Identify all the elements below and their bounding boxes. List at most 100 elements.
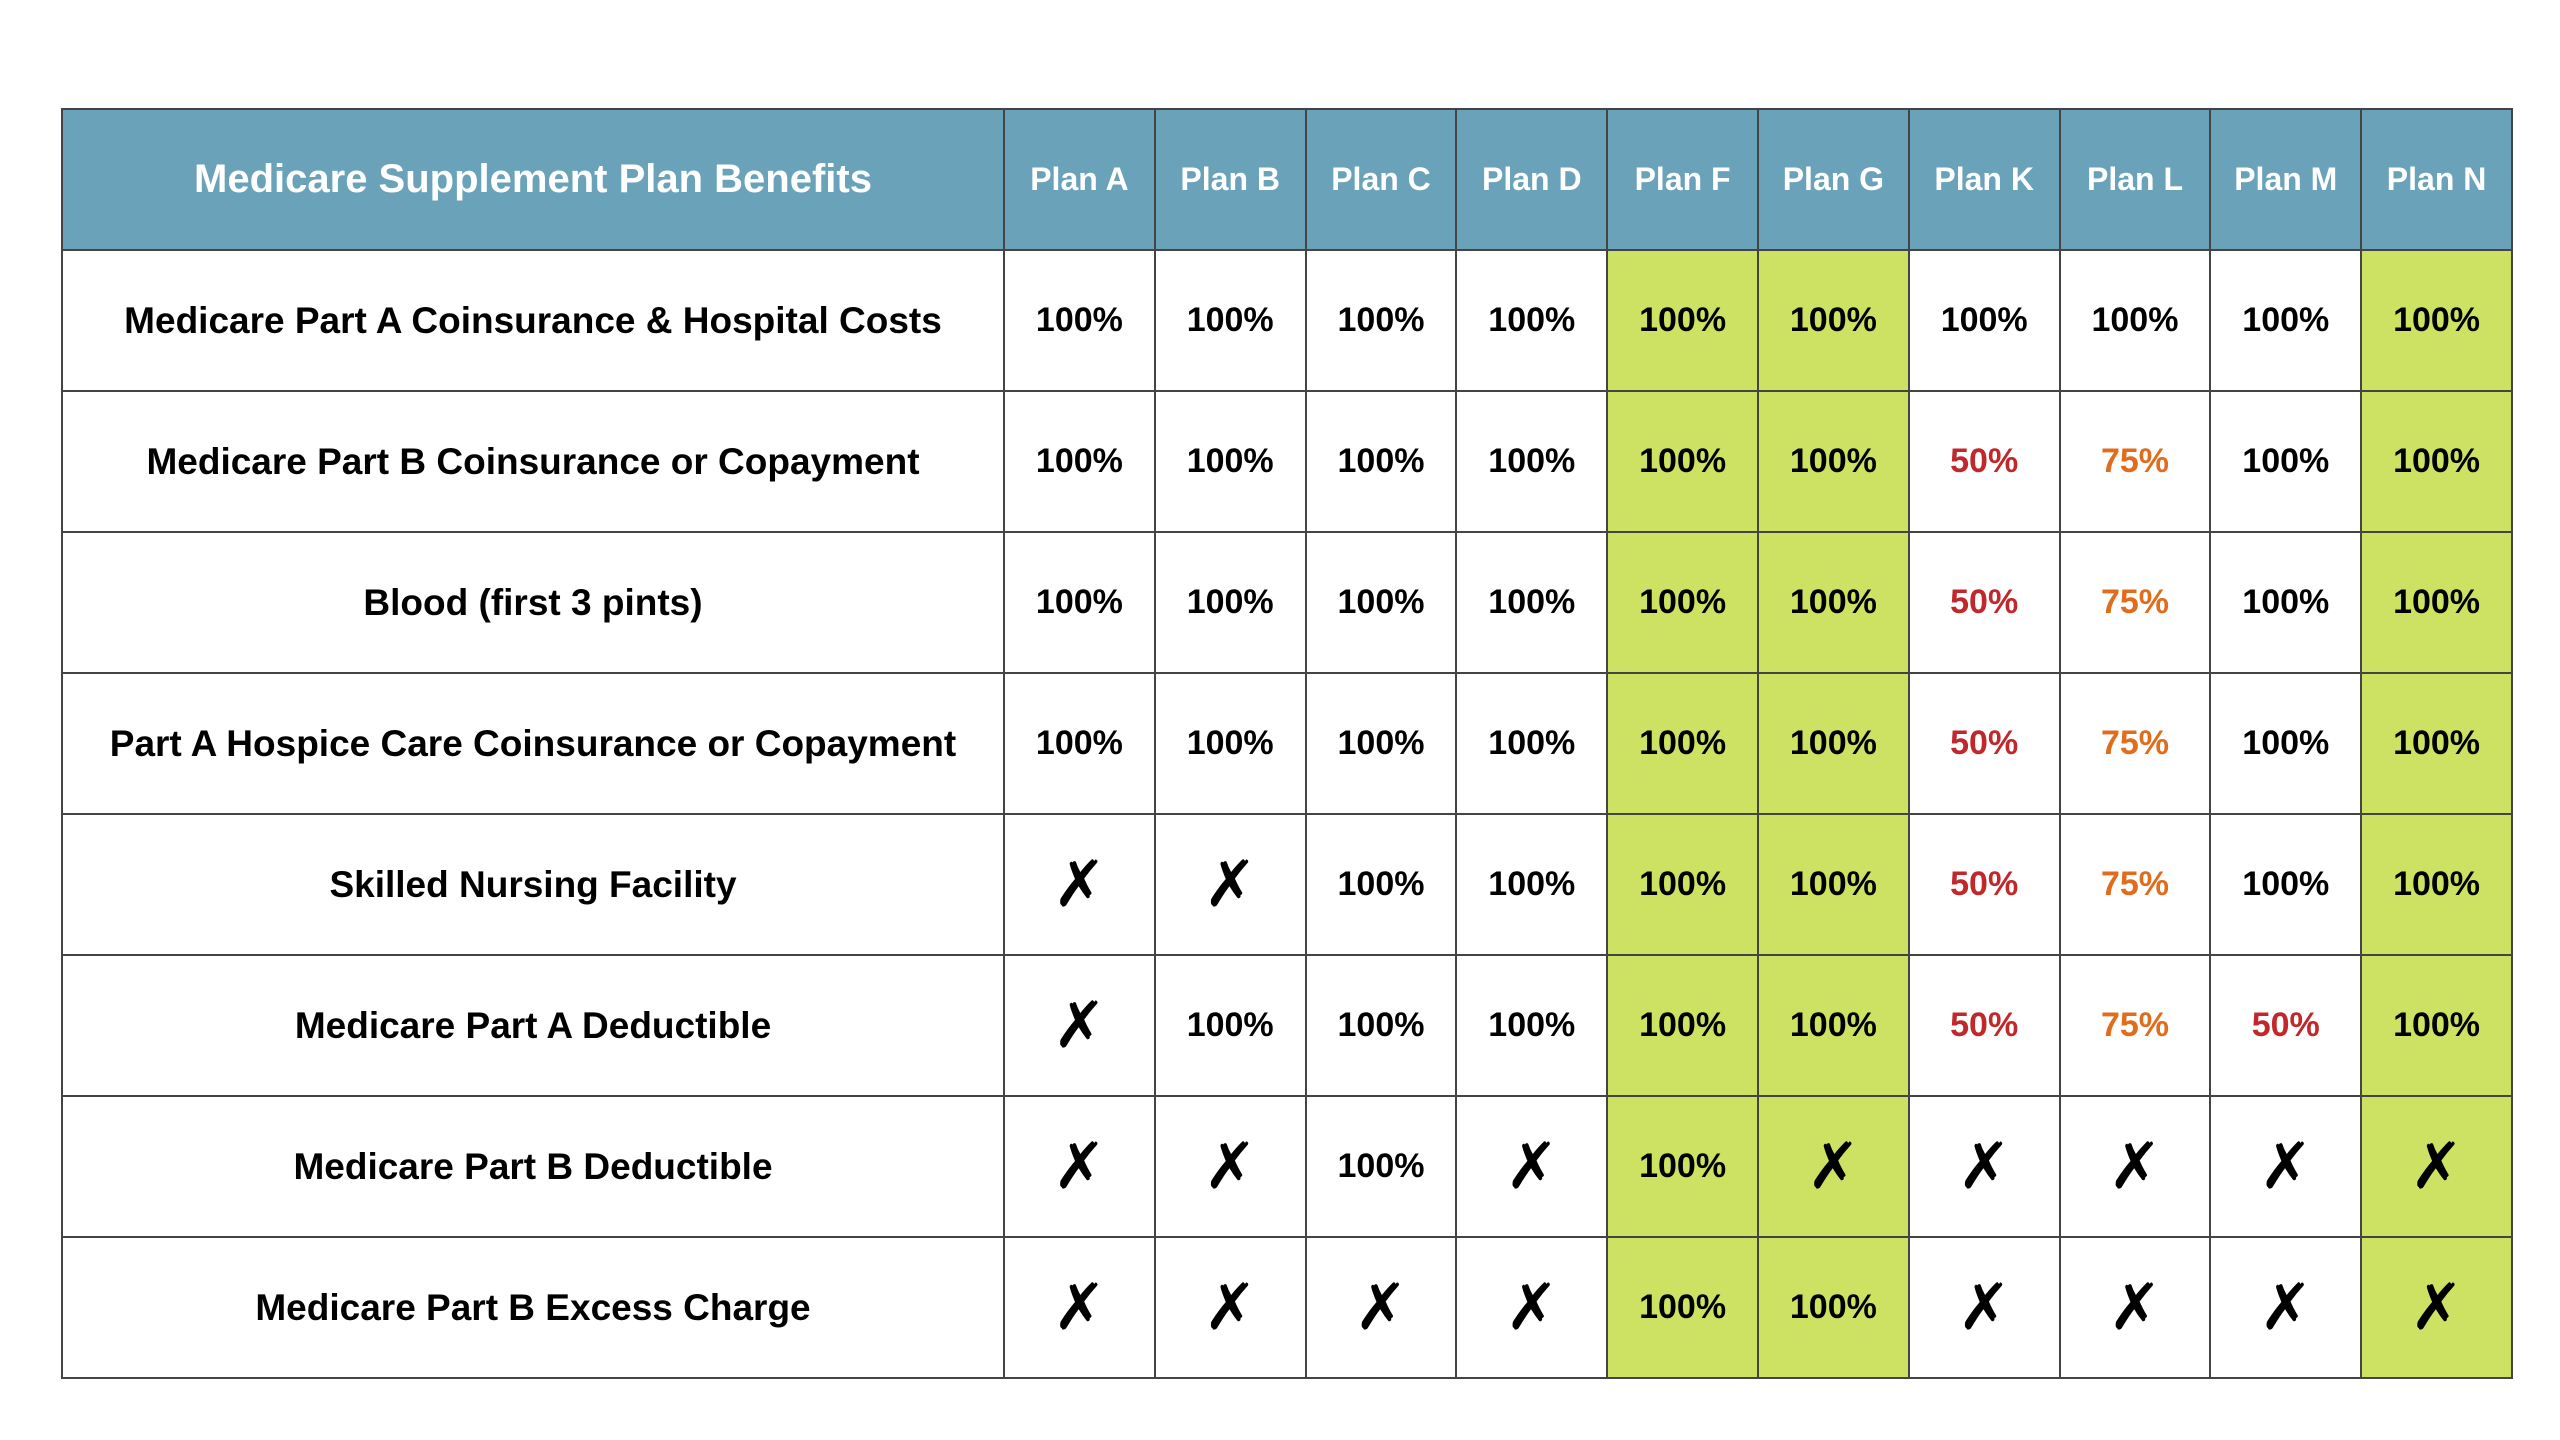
row-label: Blood (first 3 pints) [63,533,1005,674]
row-label: Medicare Part B Excess Charge [63,1238,1005,1379]
row-label: Medicare Part B Deductible [63,1097,1005,1238]
coverage-value: 100% [1758,392,1910,533]
plan-header: Plan L [2060,110,2212,251]
not-covered: ✗ [2362,1097,2513,1238]
coverage-value: 100% [1608,533,1759,674]
coverage-value: 100% [2211,674,2363,815]
not-covered: ✗ [1005,1238,1156,1379]
coverage-value: 50% [1909,533,2061,674]
coverage-value: 100% [1306,392,1458,533]
coverage-value: 100% [1306,674,1458,815]
coverage-value: 100% [1457,251,1609,392]
coverage-value: 100% [1306,251,1458,392]
coverage-value: 100% [2362,815,2513,956]
plan-header: Plan M [2211,110,2363,251]
plan-header: Plan G [1758,110,1910,251]
coverage-value: 100% [1457,392,1609,533]
row-label: Medicare Part A Coinsurance & Hospital C… [63,251,1005,392]
not-covered: ✗ [1155,1097,1307,1238]
coverage-value: 75% [2060,392,2212,533]
coverage-value: 100% [2362,392,2513,533]
plan-header: Plan A [1005,110,1156,251]
not-covered: ✗ [1306,1238,1458,1379]
row-label: Part A Hospice Care Coinsurance or Copay… [63,674,1005,815]
coverage-value: 100% [1758,815,1910,956]
not-covered: ✗ [1758,1097,1910,1238]
coverage-value: 100% [1306,956,1458,1097]
coverage-value: 100% [1306,1097,1458,1238]
not-covered: ✗ [2211,1097,2363,1238]
coverage-value: 50% [1909,392,2061,533]
coverage-value: 100% [1155,533,1307,674]
coverage-value: 100% [1608,1097,1759,1238]
not-covered: ✗ [1457,1238,1609,1379]
coverage-value: 50% [2211,956,2363,1097]
not-covered: ✗ [1155,1238,1307,1379]
coverage-value: 100% [1005,674,1156,815]
table-title: Medicare Supplement Plan Benefits [63,110,1005,251]
coverage-value: 100% [1608,956,1759,1097]
coverage-value: 100% [1758,956,1910,1097]
coverage-value: 100% [2211,533,2363,674]
row-label: Medicare Part A Deductible [63,956,1005,1097]
not-covered: ✗ [1005,815,1156,956]
plan-header: Plan C [1306,110,1458,251]
coverage-value: 100% [1608,815,1759,956]
coverage-value: 100% [1005,251,1156,392]
coverage-value: 100% [1005,392,1156,533]
row-label: Skilled Nursing Facility [63,815,1005,956]
coverage-value: 75% [2060,533,2212,674]
plan-header: Plan D [1457,110,1609,251]
coverage-value: 75% [2060,815,2212,956]
not-covered: ✗ [2060,1097,2212,1238]
coverage-value: 100% [2362,533,2513,674]
coverage-value: 100% [1306,815,1458,956]
coverage-value: 100% [1155,956,1307,1097]
coverage-value: 100% [1306,533,1458,674]
coverage-value: 50% [1909,956,2061,1097]
not-covered: ✗ [2211,1238,2363,1379]
not-covered: ✗ [2362,1238,2513,1379]
plan-header: Plan K [1909,110,2061,251]
coverage-value: 100% [2060,251,2212,392]
coverage-value: 100% [1608,674,1759,815]
coverage-value: 100% [1758,533,1910,674]
coverage-value: 100% [1457,956,1609,1097]
row-label: Medicare Part B Coinsurance or Copayment [63,392,1005,533]
not-covered: ✗ [1005,956,1156,1097]
plan-header: Plan F [1608,110,1759,251]
plan-header: Plan N [2362,110,2513,251]
coverage-value: 100% [1457,533,1609,674]
not-covered: ✗ [1909,1238,2061,1379]
coverage-value: 100% [1608,1238,1759,1379]
coverage-value: 75% [2060,674,2212,815]
coverage-value: 100% [1005,533,1156,674]
coverage-value: 100% [1155,674,1307,815]
coverage-value: 100% [2211,815,2363,956]
coverage-value: 100% [2211,392,2363,533]
coverage-value: 100% [1155,251,1307,392]
not-covered: ✗ [1155,815,1307,956]
coverage-value: 100% [1457,674,1609,815]
coverage-value: 100% [1758,1238,1910,1379]
coverage-value: 50% [1909,674,2061,815]
not-covered: ✗ [1457,1097,1609,1238]
not-covered: ✗ [1005,1097,1156,1238]
coverage-value: 100% [1457,815,1609,956]
not-covered: ✗ [2060,1238,2212,1379]
coverage-value: 100% [2362,674,2513,815]
coverage-value: 100% [1758,251,1910,392]
coverage-value: 50% [1909,815,2061,956]
coverage-value: 75% [2060,956,2212,1097]
coverage-value: 100% [2362,956,2513,1097]
plan-header: Plan B [1155,110,1307,251]
coverage-value: 100% [1758,674,1910,815]
coverage-value: 100% [2211,251,2363,392]
coverage-value: 100% [2362,251,2513,392]
coverage-value: 100% [1155,392,1307,533]
not-covered: ✗ [1909,1097,2061,1238]
coverage-value: 100% [1608,392,1759,533]
coverage-value: 100% [1608,251,1759,392]
